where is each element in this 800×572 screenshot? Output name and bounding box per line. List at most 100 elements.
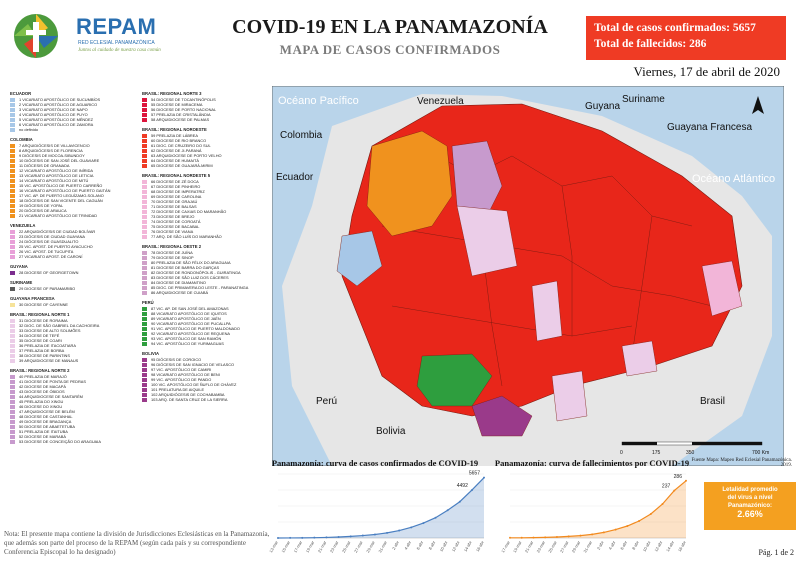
- jurisdiction-legend: ECUADOR 1 VICARIATO APOSTÓLICO DE SUCUMBÍ…: [2, 86, 270, 531]
- legend-swatch: [10, 148, 15, 153]
- legend-item: 82 DIOCESE DE RONDONÓPOLIS - GUIRATINGA: [142, 270, 272, 275]
- legend-item: 39 ARQUIDIOCESE DE MANAUS: [10, 358, 140, 363]
- legend-label: 25 VIC. APOST. DE PUERTO AYACUCHO: [19, 244, 93, 249]
- legend-item: 90 VICARIATO APOSTÓLICO DE PUCALLPA: [142, 321, 272, 326]
- legend-swatch: [10, 112, 15, 117]
- panamazonia-map: Océano Pacífico Océano Atlántico Venezue…: [272, 86, 784, 466]
- legend-swatch: [142, 336, 147, 341]
- x-tick-label: 2-abr: [596, 539, 605, 550]
- legend-item: 92 VICARIATO APOSTÓLICO DE REQUENA: [142, 331, 272, 336]
- legend-label: 68 DIOCESE DE IMPERATRIZ: [151, 189, 205, 194]
- legend-heading: SURINAME: [10, 280, 33, 285]
- legend-label: 22 ARQUIDIÓCESIS DE CIUDAD BOLÍVAR: [19, 229, 96, 234]
- legend-label: 61 DIOC. DE CRUZEIRO DO SUL: [151, 143, 211, 148]
- legend-swatch: [142, 311, 147, 316]
- legend-label: 44 ARQUIDIOCESE DE SANTARÉM: [19, 394, 83, 399]
- legend-label: 14 VICARIATO APOSTÓLICO DE MITÚ: [19, 178, 89, 183]
- legend-label: 10 DIÓCESIS DE SAN JOSÉ DEL GUAVIARE: [19, 158, 100, 163]
- legend-swatch: [142, 326, 147, 331]
- legend-item: 12 VICARIATO APOSTÓLICO DE INÍRIDA: [10, 168, 140, 173]
- legend-item: 69 DIOCESE DE CAROLINA: [142, 194, 272, 199]
- legend-item: 13 VICARIATO APOSTÓLICO DE LETICIA: [10, 173, 140, 178]
- legend-swatch: [142, 209, 147, 214]
- legend-swatch: [142, 250, 147, 255]
- legend-item: 26 VIC. APOST. DE TUCUPITA: [10, 249, 140, 254]
- x-tick-label: 8-abr: [427, 539, 436, 550]
- legend-item: 68 DIOCESE DE IMPERATRIZ: [142, 189, 272, 194]
- legend-label: 84 DIOCESE DE DIAMANTINO: [151, 280, 206, 285]
- legend-swatch: [142, 189, 147, 194]
- legend-heading: BRASIL: REGIONAL NORDESTE 5: [142, 173, 211, 178]
- legend-item: 20 DIÓCESIS DE ARAUCA: [10, 208, 140, 213]
- data-point: [673, 489, 676, 492]
- legend-item: 67 DIOCESE DE PINHEIRO: [142, 184, 272, 189]
- legend-item: 50 DIOCESE DE ABAETETUBA: [10, 424, 140, 429]
- legend-label: 24 DIÓCESIS DE GUASDUALITO: [19, 239, 79, 244]
- legend-label: 79 DIOCESE DE SINOP: [151, 255, 194, 260]
- data-point: [602, 531, 605, 534]
- legend-label: 54 DIOCESE DE TOCANTINÓPOLIS: [151, 97, 216, 102]
- legend-item: 29 DIOCESE OF PARAMARIBO: [10, 286, 140, 291]
- legend-item: 98 VICARIATO APOSTÓLICO DE BENI: [142, 372, 272, 377]
- legend-item: 74 DIOCESE DE COROATÁ: [142, 219, 272, 224]
- legend-swatch: [142, 285, 147, 290]
- legend-item: 72 DIOCESE DE CAXIAS DO MARANHÃO: [142, 209, 272, 214]
- svg-text:350: 350: [686, 450, 695, 456]
- legend-item: 64 DIOCESE DE HUMAITÁ: [142, 158, 272, 163]
- legend-swatch: [10, 384, 15, 389]
- data-point: [349, 535, 352, 538]
- legend-label: 27 VICARIATO APOST. DE CARONÍ: [19, 254, 83, 259]
- data-point: [532, 536, 535, 539]
- data-point: [555, 536, 558, 538]
- country-label-peru: Perú: [316, 396, 337, 407]
- legend-swatch: [10, 229, 15, 234]
- legend-item: 38 DIOCESE DE PARINTINS: [10, 353, 140, 358]
- legend-label: 2 VICARIATO APOSTÓLICO DE AGUARICO: [19, 102, 98, 107]
- legend-item: 25 VIC. APOST. DE PUERTO AYACUCHO: [10, 244, 140, 249]
- legend-label: 20 DIÓCESIS DE ARAUCA: [19, 208, 67, 213]
- colombia-region: [366, 130, 453, 237]
- legend-item: 62 DIOCESE DE JI-PARANÁ: [142, 148, 272, 153]
- legend-item: 103 ARQ. DE SANTA CRUZ DE LA SIERRA: [142, 397, 272, 402]
- legend-label: 26 VIC. APOST. DE TUCUPITA: [19, 249, 74, 254]
- country-label-guyana: Guyana: [585, 101, 620, 112]
- legend-item: 83 DIOCESE DE SÃO LUIZ DOS CÁCERES: [142, 275, 272, 280]
- data-point: [277, 536, 279, 539]
- data-point: [483, 476, 485, 479]
- legend-swatch: [10, 404, 15, 409]
- legend-swatch: [142, 387, 147, 392]
- legend-item: 30 DIOCESE OF CAYENNE: [10, 302, 140, 307]
- legend-label: 52 DIOCESE DE MARABÁ: [19, 434, 66, 439]
- legend-label: 85 DIOC. DE PRIMAVERA DO LESTE - PARANAT…: [151, 285, 249, 290]
- data-point: [373, 533, 376, 536]
- legend-item: 94 VIC. APOSTÓLICO DE YURIMAGUAS: [142, 341, 272, 346]
- legend-item: 66 DIOCESE DE ZÉ DOCA: [142, 179, 272, 184]
- legend-swatch: [10, 286, 15, 291]
- legend-swatch: [10, 183, 15, 188]
- country-label-brasil: Brasil: [700, 396, 725, 407]
- legend-label: 8 ARQUIDIÓCESIS DE FLORENCIA: [19, 148, 83, 153]
- legend-item: 17 VIC. AP. DE PUERTO LEGUÍZAMO-SOLANO: [10, 193, 140, 198]
- legend-label: 94 VIC. APOSTÓLICO DE YURIMAGUAS: [151, 341, 224, 346]
- legend-label: 74 DIOCESE DE COROATÁ: [151, 219, 201, 224]
- legend-swatch: [10, 409, 15, 414]
- legend-swatch: [142, 199, 147, 204]
- legend-item: 24 DIÓCESIS DE GUASDUALITO: [10, 239, 140, 244]
- legend-item: 28 DIOCESE OF GEORGETOWN: [10, 270, 140, 275]
- legend-item: 27 VICARIATO APOST. DE CARONÍ: [10, 254, 140, 259]
- legend-swatch: [142, 321, 147, 326]
- legend-swatch: [10, 439, 15, 444]
- legend-label: 13 VICARIATO APOSTÓLICO DE LETICIA: [19, 173, 94, 178]
- legend-item: 8 ARQUIDIÓCESIS DE FLORENCIA: [10, 148, 140, 153]
- legend-label: 89 VICARIATO APOSTÓLICO DE JAÉN: [151, 316, 221, 321]
- deaths-chart-plot: 17-mar 19-mar 21-mar 23-mar 25-mar 27-mar 29-m…: [500, 474, 687, 554]
- legend-swatch: [10, 208, 15, 213]
- x-tick-label: 14-abr: [665, 539, 675, 552]
- legend-swatch: [10, 353, 15, 358]
- data-point: [638, 520, 641, 522]
- deaths-chart: Panamazonía: curva de fallecimientos por…: [492, 458, 692, 570]
- legend-swatch: [142, 97, 147, 102]
- legend-heading: GUYANA: [10, 264, 28, 269]
- data-point: [470, 489, 473, 492]
- legend-swatch: [142, 204, 147, 209]
